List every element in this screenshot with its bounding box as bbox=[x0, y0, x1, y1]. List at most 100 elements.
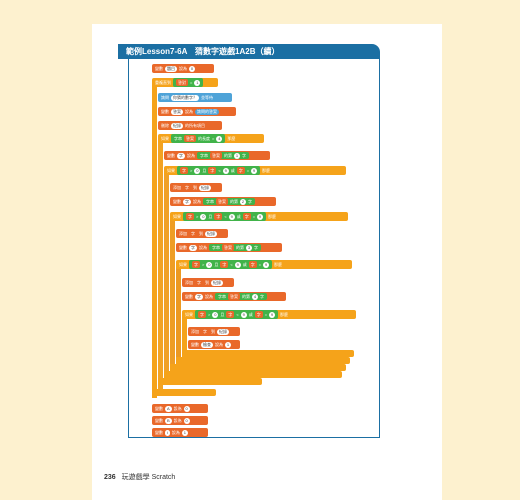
value-input[interactable]: 9 bbox=[222, 167, 229, 174]
to-label: 設為 bbox=[199, 244, 207, 250]
set-b-block[interactable]: 變數 B 設為 0 bbox=[152, 416, 208, 425]
var-dropdown[interactable]: 答案 bbox=[171, 108, 183, 115]
var-reporter[interactable]: 字 bbox=[248, 261, 257, 268]
var-reporter[interactable]: 字 bbox=[208, 167, 217, 174]
var-reporter[interactable]: 字 bbox=[214, 213, 223, 220]
set-char-block[interactable]: 變數 字 設為 字串 答案 的第 3 字 bbox=[176, 243, 282, 252]
value-input[interactable]: 0 bbox=[194, 167, 201, 174]
set-i-block[interactable]: 變數 i 設為 1 bbox=[152, 428, 208, 437]
value-input[interactable]: 0 bbox=[183, 417, 190, 424]
var-reporter[interactable]: 字 bbox=[189, 230, 197, 237]
var-reporter[interactable]: 答案 bbox=[222, 244, 234, 251]
list-dropdown[interactable]: 紀錄 bbox=[211, 279, 223, 286]
var-reporter[interactable]: 字 bbox=[201, 328, 209, 335]
add-to-list-block[interactable]: 添加 字 到 紀錄 bbox=[182, 278, 234, 287]
to-label: 設為 bbox=[179, 65, 187, 71]
list-dropdown[interactable]: 紀錄 bbox=[171, 122, 183, 129]
index-input[interactable]: 1 bbox=[234, 152, 240, 159]
add-to-list-block[interactable]: 添加 字 到 紀錄 bbox=[170, 183, 222, 192]
value-input[interactable]: 9 bbox=[240, 311, 247, 318]
var-reporter[interactable]: 答對 bbox=[176, 79, 188, 86]
set-char-block[interactable]: 變數 字 設為 字串 答案 的第 1 字 bbox=[164, 151, 270, 160]
var-dropdown[interactable]: 字 bbox=[189, 244, 197, 251]
char-label: 字 bbox=[260, 293, 264, 299]
var-reporter[interactable]: 字 bbox=[183, 184, 191, 191]
string-label: 字串 bbox=[206, 198, 214, 204]
value-input[interactable]: 0 bbox=[189, 65, 195, 72]
set-topic-block[interactable]: 變數 題目 設為 0 bbox=[152, 64, 214, 73]
if-range-block[interactable]: 如果 字 > 0 且 字 < 9 或 字 = 9 那麼 bbox=[170, 212, 348, 221]
or-label: 或 bbox=[248, 311, 253, 317]
value-input[interactable]: 0 bbox=[200, 213, 207, 220]
value-input[interactable]: 0 bbox=[212, 311, 219, 318]
set-answer-block[interactable]: 變數 答案 設為 詢問的答案 bbox=[158, 107, 236, 116]
add-to-list-block[interactable]: 添加 字 到 紀錄 bbox=[176, 229, 228, 238]
value-input[interactable]: 0 bbox=[183, 405, 190, 412]
var-reporter[interactable]: 字 bbox=[198, 311, 206, 318]
value-input[interactable]: 9 bbox=[234, 261, 241, 268]
var-reporter[interactable]: 字 bbox=[254, 311, 263, 318]
list-dropdown[interactable]: 紀錄 bbox=[199, 184, 211, 191]
var-dropdown[interactable]: 題目 bbox=[165, 65, 177, 72]
all-items-label: 的所有項目 bbox=[185, 122, 205, 128]
var-dropdown[interactable]: i bbox=[165, 429, 170, 436]
set-label: 變數 bbox=[179, 244, 187, 250]
index-input[interactable]: 2 bbox=[240, 198, 246, 205]
set-char-block[interactable]: 變數 字 設為 字串 答案 的第 4 字 bbox=[182, 292, 286, 301]
var-reporter[interactable]: 答案 bbox=[184, 135, 196, 142]
if-length-block[interactable]: 如果 字串 答案 的長度 = 4 那麼 bbox=[158, 134, 264, 143]
repeat-spine bbox=[152, 80, 157, 398]
set-a-block[interactable]: 變數 A 設為 0 bbox=[152, 404, 208, 413]
var-dropdown[interactable]: 字 bbox=[195, 293, 203, 300]
delete-all-block[interactable]: 刪除 紀錄 的所有項目 bbox=[158, 121, 222, 130]
var-reporter[interactable]: 答案 bbox=[228, 293, 240, 300]
index-input[interactable]: 3 bbox=[246, 244, 252, 251]
value-input[interactable]: 9 bbox=[269, 311, 276, 318]
var-reporter[interactable]: 字 bbox=[195, 279, 203, 286]
if3-cap bbox=[170, 364, 346, 371]
then-label: 那麼 bbox=[274, 261, 283, 267]
var-reporter[interactable]: 字 bbox=[236, 167, 245, 174]
var-reporter[interactable]: 字 bbox=[242, 213, 251, 220]
repeat-until-block[interactable]: 重複直到 答對 = 1 bbox=[152, 78, 218, 87]
if2-cap bbox=[164, 371, 342, 378]
ask-block[interactable]: 詢問 你猜的數字？ 並等待 bbox=[158, 93, 232, 102]
value-input[interactable]: 1 bbox=[225, 341, 231, 348]
answer-reporter[interactable]: 詢問的答案 bbox=[195, 108, 219, 115]
and-label: 且 bbox=[214, 261, 219, 267]
var-dropdown[interactable]: 字 bbox=[183, 198, 191, 205]
index-input[interactable]: 4 bbox=[252, 293, 258, 300]
op-label: = bbox=[212, 136, 215, 141]
value-input[interactable]: 9 bbox=[251, 167, 258, 174]
value-input[interactable]: 4 bbox=[216, 135, 223, 142]
list-dropdown[interactable]: 紀錄 bbox=[205, 230, 217, 237]
var-reporter[interactable]: 字 bbox=[180, 167, 188, 174]
value-input[interactable]: 1 bbox=[194, 79, 201, 86]
string-label: 字串 bbox=[174, 135, 182, 141]
list-dropdown[interactable]: 紀錄 bbox=[217, 328, 229, 335]
set-check-block[interactable]: 變數 檢查 設為 1 bbox=[188, 340, 240, 349]
set-char-block[interactable]: 變數 字 設為 字串 答案 的第 2 字 bbox=[170, 197, 276, 206]
value-input[interactable]: 9 bbox=[228, 213, 235, 220]
value-input[interactable]: 1 bbox=[181, 429, 188, 436]
question-input[interactable]: 你猜的數字？ bbox=[171, 94, 199, 101]
var-reporter[interactable]: 答案 bbox=[216, 198, 228, 205]
value-input[interactable]: 9 bbox=[257, 213, 264, 220]
var-reporter[interactable]: 字 bbox=[220, 261, 229, 268]
var-reporter[interactable]: 字 bbox=[226, 311, 235, 318]
var-dropdown[interactable]: B bbox=[165, 417, 172, 424]
if-range-block[interactable]: 如果 字 > 0 且 字 < 9 或 字 = 9 那麼 bbox=[164, 166, 346, 175]
var-dropdown[interactable]: 檢查 bbox=[201, 341, 213, 348]
value-input[interactable]: 9 bbox=[263, 261, 270, 268]
if-range-block[interactable]: 如果 字 > 0 且 字 < 9 或 字 = 9 那麼 bbox=[176, 260, 352, 269]
var-reporter[interactable]: 字 bbox=[192, 261, 200, 268]
if-range-block[interactable]: 如果 字 > 0 且 字 < 9 或 字 = 9 那麼 bbox=[182, 310, 356, 319]
condition-slot: 字 > 0 且 字 < 9 或 字 = 9 bbox=[189, 260, 273, 269]
var-dropdown[interactable]: A bbox=[165, 405, 172, 412]
var-reporter[interactable]: 答案 bbox=[210, 152, 222, 159]
if3-spine bbox=[170, 216, 175, 372]
value-input[interactable]: 0 bbox=[206, 261, 213, 268]
add-to-list-block[interactable]: 添加 字 到 紀錄 bbox=[188, 327, 240, 336]
var-dropdown[interactable]: 字 bbox=[177, 152, 185, 159]
var-reporter[interactable]: 字 bbox=[186, 213, 194, 220]
